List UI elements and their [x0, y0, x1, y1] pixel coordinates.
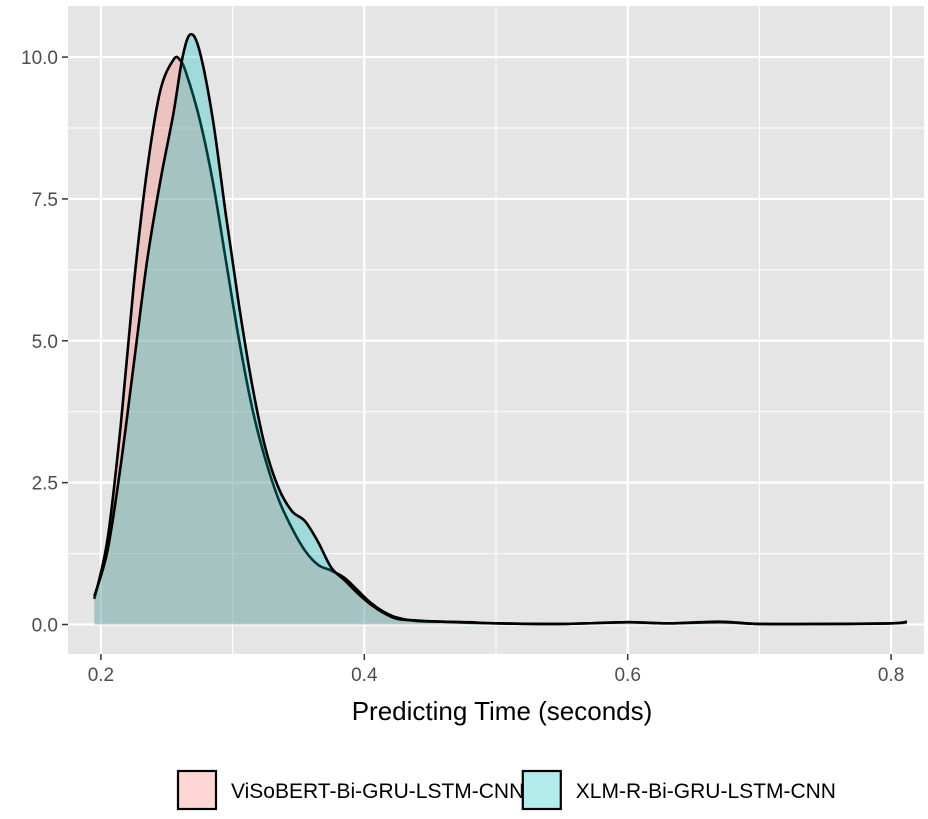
density-areas	[93, 32, 908, 626]
y-tick-label: 7.5	[32, 190, 58, 211]
y-tick-label: 5.0	[32, 332, 58, 353]
legend-item-1: ViSoBERT-Bi-GRU-LSTM-CNN	[176, 769, 524, 811]
x-tick-label: 0.4	[351, 665, 378, 686]
legend-label-1: ViSoBERT-Bi-GRU-LSTM-CNN	[231, 780, 524, 803]
y-tick-label: 0.0	[32, 615, 58, 636]
x-tick-label: 0.8	[878, 665, 904, 686]
x-tick-label: 0.2	[88, 665, 114, 686]
minor-gridlines	[68, 6, 924, 654]
legend-item-2: XLM-R-Bi-GRU-LSTM-CNN	[521, 769, 836, 811]
y-tick-label: 2.5	[32, 474, 58, 495]
y-tick-label: 10.0	[21, 48, 58, 69]
density-area-series-1	[94, 56, 907, 625]
legend: ViSoBERT-Bi-GRU-LSTM-CNN XLM-R-Bi-GRU-LST…	[176, 769, 836, 811]
major-gridlines	[68, 6, 924, 654]
y-axis: 0.0 2.5 5.0 7.5 10.0	[21, 48, 68, 636]
x-tick-label: 0.6	[614, 665, 640, 686]
legend-swatch-2	[521, 769, 562, 811]
density-area-series-2	[94, 34, 907, 625]
x-axis: 0.2 0.4 0.6 0.8	[88, 654, 904, 686]
density-line-series-2	[93, 32, 908, 626]
legend-swatch-1	[176, 769, 218, 811]
x-axis-title: Predicting Time (seconds)	[352, 696, 653, 726]
legend-label-2: XLM-R-Bi-GRU-LSTM-CNN	[576, 780, 836, 803]
legend-key-1	[177, 770, 217, 810]
legend-key-2	[521, 770, 562, 810]
